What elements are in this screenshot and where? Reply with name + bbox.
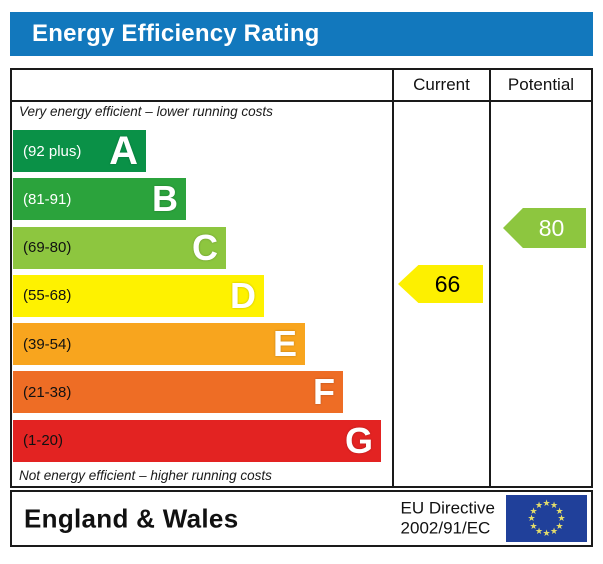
eu-directive-line2: 2002/91/EC	[400, 518, 491, 538]
band-a: (92 plus) A	[13, 130, 146, 172]
band-a-letter: A	[109, 129, 138, 173]
eu-star-icon: ★	[555, 520, 564, 531]
eu-flag-icon: ★ ★ ★ ★ ★ ★ ★ ★ ★ ★ ★ ★	[506, 495, 587, 542]
band-e-range: (39-54)	[23, 335, 72, 353]
eu-star-icon: ★	[529, 520, 538, 531]
eu-star-icon: ★	[542, 528, 551, 538]
column-header-current: Current	[413, 75, 470, 94]
band-c: (69-80) C	[13, 226, 226, 269]
column-divider-current	[392, 70, 394, 486]
band-d-range: (55-68)	[23, 287, 72, 305]
eu-star-icon: ★	[549, 525, 559, 536]
note-very-efficient: Very energy efficient – lower running co…	[19, 104, 273, 119]
current-rating-value: 66	[434, 270, 461, 297]
band-f-letter: F	[313, 371, 335, 413]
band-f: (21-38) F	[13, 371, 343, 414]
eu-star-icon: ★	[527, 513, 536, 523]
eu-star-icon: ★	[529, 505, 538, 516]
band-d: (55-68) D	[13, 274, 264, 317]
current-rating-arrow: 66	[398, 265, 483, 303]
eu-star-icon: ★	[534, 500, 544, 510]
band-e: (39-54) E	[13, 323, 305, 366]
eu-directive-line1: EU Directive	[400, 498, 495, 518]
band-g-letter: G	[344, 419, 373, 461]
region-label: England & Wales	[24, 503, 239, 533]
column-header-potential: Potential	[507, 75, 575, 94]
band-b: (81-91) B	[13, 178, 186, 221]
band-c-letter: C	[192, 226, 218, 268]
footer: England & Wales EU Directive 2002/91/EC …	[10, 490, 593, 547]
page-title: Energy Efficiency Rating	[32, 20, 320, 47]
eu-star-icon: ★	[542, 498, 551, 508]
band-c-range: (69-80)	[23, 239, 72, 257]
eu-star-icon: ★	[555, 505, 564, 516]
header-divider	[12, 100, 591, 102]
band-f-range: (21-38)	[23, 383, 72, 401]
band-b-range: (81-91)	[23, 190, 72, 208]
eu-star-icon: ★	[549, 500, 559, 510]
band-e-letter: E	[272, 323, 297, 365]
rating-table: Current Potential Very energy efficient …	[10, 68, 593, 488]
potential-rating-value: 80	[538, 214, 565, 241]
title-bar: Energy Efficiency Rating	[10, 12, 593, 56]
rating-bands: (92 plus) A (81-91) B (69-80) C (55-68) …	[13, 130, 381, 462]
column-divider-potential	[489, 70, 491, 486]
band-b-letter: B	[152, 178, 178, 220]
eu-star-icon: ★	[534, 525, 544, 536]
eu-directive-label: EU Directive 2002/91/EC	[401, 498, 495, 539]
band-g: (1-20) G	[13, 419, 381, 462]
band-d-letter: D	[230, 274, 256, 316]
potential-rating-arrow: 80	[503, 208, 586, 248]
note-not-efficient: Not energy efficient – higher running co…	[19, 468, 272, 483]
band-g-range: (1-20)	[23, 432, 64, 450]
eu-star-icon: ★	[557, 513, 566, 523]
band-a-range: (92 plus)	[23, 142, 82, 160]
